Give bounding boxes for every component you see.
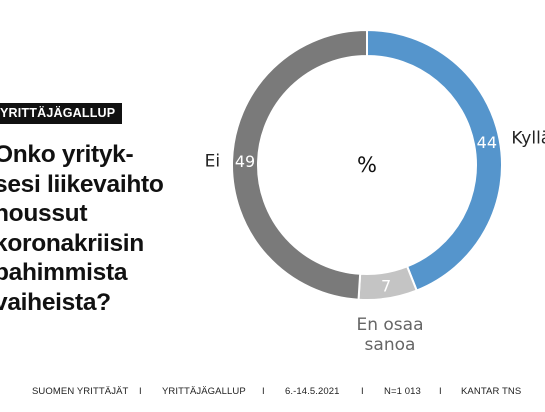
- footer: SUOMEN YRITTÄJÄT I YRITTÄJÄGALLUP I 6.-1…: [0, 386, 545, 400]
- value-label-kylla: 44: [477, 133, 497, 152]
- slice-kylla: [366, 28, 503, 292]
- footer-separator: I: [439, 386, 442, 397]
- category-label-line: Ei: [205, 151, 220, 171]
- footer-survey: YRITTÄJÄGALLUP: [162, 386, 246, 397]
- category-label-line: Kyllä: [511, 128, 545, 148]
- question-line: Onko yrityk-: [0, 141, 134, 168]
- footer-publisher: SUOMEN YRITTÄJÄT: [32, 386, 129, 397]
- question-line: koronakriisin: [0, 229, 144, 257]
- category-label-kylla: Kyllä: [511, 128, 545, 148]
- question-line: vaiheista?: [0, 288, 111, 316]
- question-title: Onko yrityk- sesi liikevaihto noussut ko…: [0, 140, 209, 317]
- question-line: sesi liikevaihto: [0, 170, 164, 198]
- center-label: %: [357, 153, 377, 177]
- value-label-ei: 49: [235, 152, 255, 171]
- survey-badge: YRITTÄJÄGALLUP: [0, 103, 123, 124]
- footer-separator: I: [361, 386, 364, 397]
- footer-separator: I: [139, 386, 142, 397]
- question-line: noussut: [0, 200, 88, 227]
- value-label-en-osaa-sanoa: 7: [381, 276, 391, 295]
- question-line: pahimmista: [0, 259, 128, 286]
- category-label-ei: Ei: [205, 151, 220, 171]
- footer-dates: 6.-14.5.2021: [285, 386, 340, 397]
- slice-ei: [230, 28, 368, 301]
- footer-sample-size: N=1 013: [384, 386, 421, 397]
- footer-source: KANTAR TNS: [461, 386, 522, 397]
- category-label-en-osaa-sanoa: En osaa sanoa: [356, 315, 423, 355]
- footer-separator: I: [262, 386, 265, 397]
- category-label-line: sanoa: [365, 335, 416, 355]
- category-label-line: En osaa: [356, 315, 423, 335]
